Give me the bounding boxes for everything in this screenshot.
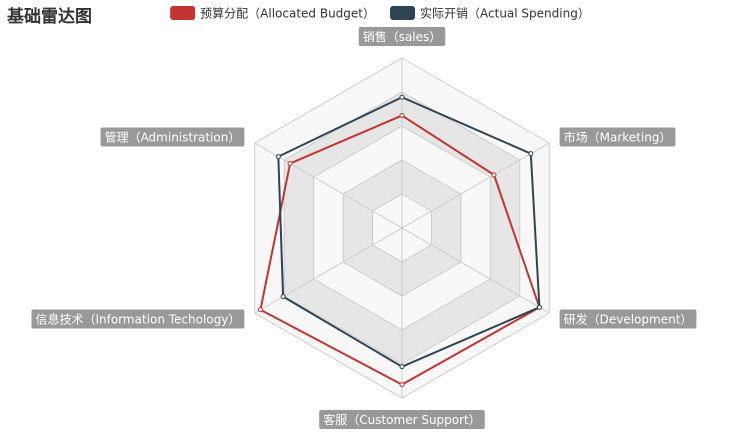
indicator-label-text: 客服（Customer Support） xyxy=(323,412,481,427)
series-point-1-4[interactable] xyxy=(280,294,286,300)
series-point-1-2[interactable] xyxy=(536,304,542,310)
series-layer xyxy=(257,94,542,388)
indicator-label-text: 管理（Administration） xyxy=(105,130,241,145)
legend: 预算分配（Allocated Budget） 实际开销（Actual Spendi… xyxy=(170,6,590,21)
series-point-0-3[interactable] xyxy=(399,382,405,388)
indicator-label-4: 信息技术（Information Techology） xyxy=(31,309,245,329)
series-point-0-0[interactable] xyxy=(399,113,405,119)
legend-label: 预算分配（Allocated Budget） xyxy=(200,6,375,21)
indicator-label-text: 市场（Marketing） xyxy=(564,130,672,145)
indicator-label-text: 研发（Development） xyxy=(564,312,693,327)
indicator-label-text: 信息技术（Information Techology） xyxy=(35,312,240,327)
indicator-label-text: 销售（sales） xyxy=(363,29,442,44)
indicator-label-0: 销售（sales） xyxy=(358,27,446,46)
indicator-label-bg xyxy=(358,27,446,46)
radar-axis-line xyxy=(401,227,550,314)
radar-axis-line xyxy=(254,227,403,314)
legend-item-0[interactable]: 预算分配（Allocated Budget） xyxy=(170,6,375,21)
radar-grid xyxy=(254,57,550,399)
series-point-0-5[interactable] xyxy=(287,160,293,166)
indicator-label-bg xyxy=(559,127,676,147)
series-point-1-5[interactable] xyxy=(275,154,281,160)
indicator-label-bg xyxy=(31,309,245,329)
series-point-0-1[interactable] xyxy=(491,172,497,178)
indicator-label-3: 客服（Customer Support） xyxy=(319,410,485,429)
series-point-1-3[interactable] xyxy=(399,364,405,370)
series-point-1-1[interactable] xyxy=(528,151,534,157)
indicator-label-bg xyxy=(559,309,697,329)
indicator-labels: 销售（sales） 市场（Marketing） 研发（Development） 客服（… xyxy=(31,27,697,429)
indicator-label-1: 市场（Marketing） xyxy=(559,127,676,147)
legend-label: 实际开销（Actual Spending） xyxy=(420,6,590,21)
indicator-label-bg xyxy=(100,127,245,147)
radar-axis-line xyxy=(401,142,550,229)
legend-item-1[interactable]: 实际开销（Actual Spending） xyxy=(390,6,590,21)
indicator-label-5: 管理（Administration） xyxy=(100,127,245,147)
legend-swatch xyxy=(390,6,416,20)
indicator-label-2: 研发（Development） xyxy=(559,309,697,329)
chart-title: 基础雷达图 xyxy=(6,6,92,27)
series-point-1-0[interactable] xyxy=(399,94,405,100)
legend-swatch xyxy=(170,6,196,20)
indicator-label-bg xyxy=(319,410,485,429)
series-point-0-4[interactable] xyxy=(257,307,263,313)
